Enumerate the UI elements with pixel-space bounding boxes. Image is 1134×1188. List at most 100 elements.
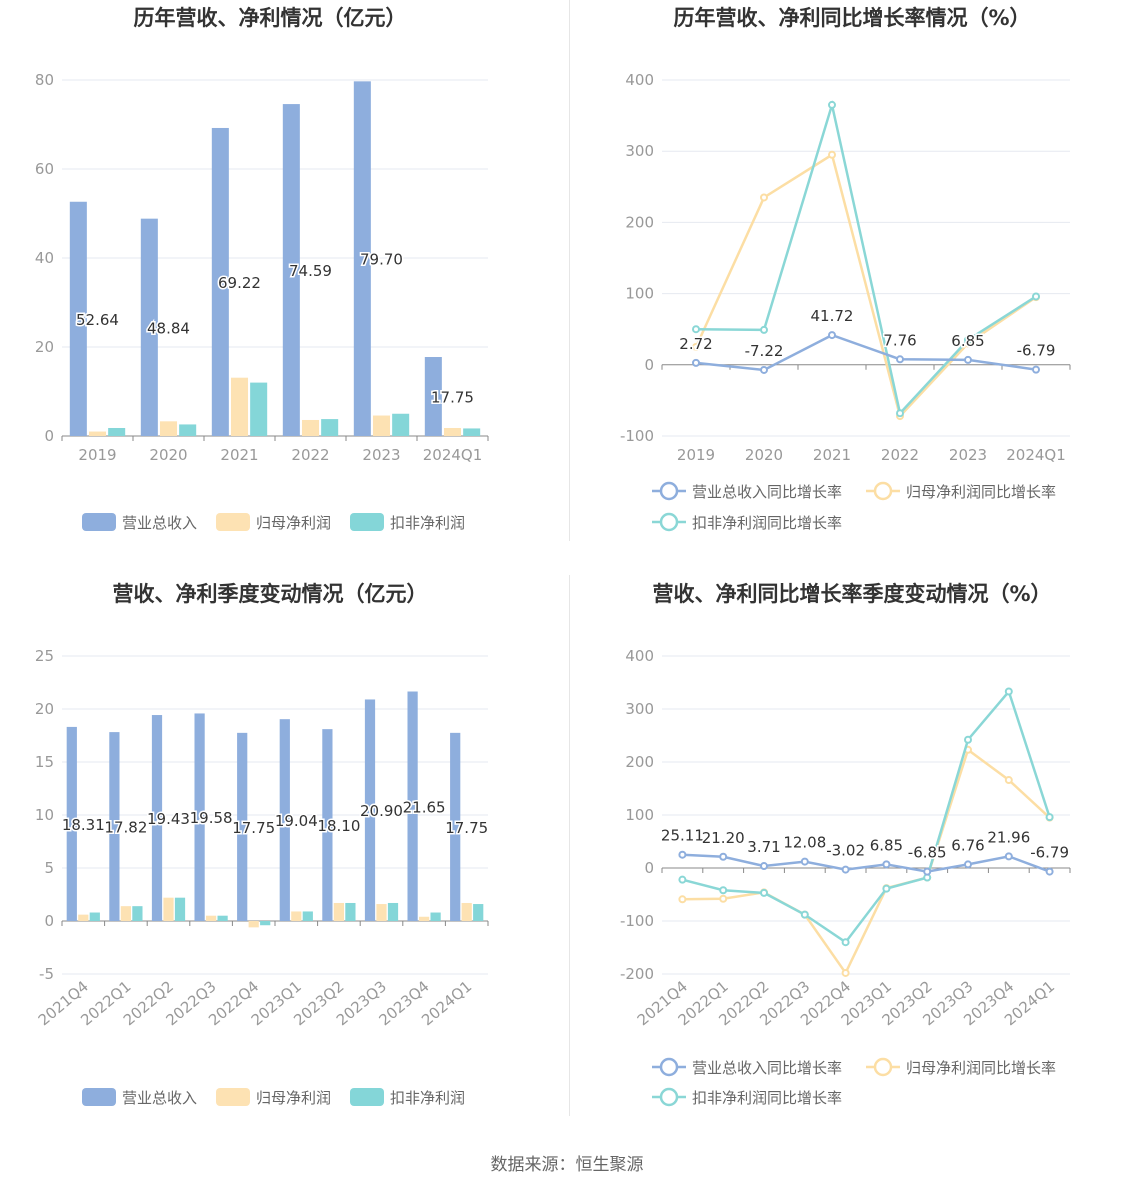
- x-tick-label: 2023: [362, 446, 400, 464]
- x-tick-label: 2019: [677, 446, 715, 464]
- chart-title: 历年营收、净利情况（亿元）: [134, 6, 407, 30]
- deducted-profit-bar: [387, 902, 399, 921]
- net-profit-point: [841, 968, 850, 977]
- revenue-data-label: 19.58: [190, 809, 233, 827]
- revenue-data-label: 19.43: [147, 810, 190, 828]
- revenue-point: [964, 860, 972, 869]
- revenue-data-label: 17.82: [104, 819, 147, 837]
- revenue-bar: [424, 357, 442, 436]
- revenue-growth-data-label: 3.71: [747, 838, 780, 856]
- deducted-profit-point: [1045, 813, 1054, 822]
- deducted-profit-bar: [217, 915, 228, 921]
- x-tick-label: 2020: [745, 446, 783, 464]
- revenue-growth-data-label: 25.11: [661, 827, 704, 845]
- net-profit-bar: [205, 915, 217, 921]
- deducted-profit-bar: [473, 904, 484, 921]
- net-profit-bar: [376, 904, 387, 921]
- revenue-bar: [69, 201, 87, 436]
- net-profit-bar: [230, 377, 249, 436]
- net-profit-bar: [291, 911, 302, 921]
- net-profit-bar: [301, 419, 320, 436]
- revenue-growth-data-label: -6.85: [908, 844, 947, 862]
- revenue-bar: [450, 732, 461, 921]
- revenue-data-label: 48.84: [147, 319, 190, 337]
- deducted-profit-point: [760, 888, 768, 897]
- net-profit-bar: [159, 421, 178, 436]
- revenue-bar: [282, 104, 300, 437]
- deducted-profit-bar: [179, 424, 197, 436]
- revenue-growth-data-label: 7.76: [883, 331, 916, 349]
- legend-swatch-net-profit: [216, 1088, 250, 1106]
- revenue-bar: [194, 713, 205, 921]
- y-tick-label: 60: [35, 160, 54, 178]
- revenue-growth-data-label: 6.76: [951, 836, 984, 854]
- legend-swatch-revenue: [82, 1088, 116, 1106]
- revenue-bar: [109, 732, 120, 921]
- revenue-growth-data-label: 6.85: [951, 332, 984, 350]
- quarterly-growth-rate-chart: 营收、净利同比增长率季度变动情况（%） -200 -100 0 100 200 300 400…: [620, 582, 1071, 1107]
- revenue-data-label: 18.10: [317, 817, 360, 835]
- revenue-point: [923, 867, 932, 876]
- y-tick-label: 80: [35, 71, 54, 89]
- legend-swatch-revenue: [82, 513, 116, 531]
- deducted-profit-point: [1004, 687, 1013, 696]
- revenue-point: [1004, 852, 1013, 861]
- deducted-profit-bar: [345, 902, 356, 921]
- revenue-point: [678, 850, 687, 859]
- deducted-profit-bar: [302, 911, 313, 921]
- revenue-point: [828, 331, 836, 340]
- deducted-profit-point: [882, 884, 891, 893]
- revenue-point: [841, 865, 850, 874]
- y-tick-label: 5: [44, 859, 54, 877]
- x-tick-label: 2022: [881, 446, 919, 464]
- deducted-profit-point: [841, 938, 850, 947]
- legend-marker-net-profit: [873, 481, 893, 501]
- revenue-data-label: 69.22: [218, 274, 261, 292]
- revenue-data-label: 18.31: [62, 816, 105, 834]
- y-tick-label: 40: [35, 249, 54, 267]
- annual-growth-rate-chart: 历年营收、净利同比增长率情况（%） -100 0 100 200 300 400 2019 20…: [620, 6, 1071, 532]
- revenue-point: [760, 365, 768, 374]
- x-tick-label: 2019: [78, 446, 116, 464]
- deducted-profit-point: [964, 335, 972, 344]
- x-tick-label: 2020: [149, 446, 187, 464]
- revenue-growth-data-label: 21.96: [987, 828, 1030, 846]
- net-profit-line: [682, 747, 1051, 976]
- net-profit-point: [719, 894, 728, 903]
- revenue-data-label: 19.04: [275, 812, 318, 830]
- net-profit-line: [694, 152, 1037, 419]
- revenue-point: [882, 860, 891, 869]
- net-profit-bar: [120, 906, 132, 921]
- y-tick-label: 0: [644, 859, 654, 877]
- x-tick-label: 2021: [813, 446, 851, 464]
- x-tick-label: 2022: [291, 446, 329, 464]
- deducted-profit-bar: [174, 897, 186, 921]
- y-tick-label: 25: [35, 647, 54, 665]
- revenue-point: [719, 852, 728, 861]
- revenue-data-label: 17.75: [232, 819, 275, 837]
- deducted-profit-bar: [89, 912, 100, 921]
- revenue-bar: [66, 726, 77, 921]
- deducted-profit-bar: [321, 419, 339, 436]
- y-tick-label: 10: [35, 806, 54, 824]
- revenue-data-label: 20.90: [360, 802, 403, 820]
- y-tick-label: 200: [625, 213, 654, 231]
- y-tick-label: 20: [35, 700, 54, 718]
- revenue-bar: [364, 699, 376, 921]
- deducted-profit-bar: [250, 382, 268, 436]
- x-tick-label: 2023: [949, 446, 987, 464]
- revenue-point: [896, 355, 904, 364]
- y-tick-label: 100: [625, 285, 654, 303]
- net-profit-bar: [418, 916, 430, 921]
- revenue-growth-data-label: -7.22: [745, 342, 784, 360]
- revenue-point: [760, 862, 768, 871]
- y-tick-label: 100: [625, 806, 654, 824]
- deducted-profit-point: [719, 886, 728, 895]
- deducted-profit-point: [828, 100, 836, 109]
- revenue-data-label: 52.64: [76, 311, 119, 329]
- legend-swatch-deducted-profit: [350, 1088, 384, 1106]
- net-profit-bar: [333, 902, 345, 921]
- revenue-data-label: 17.75: [445, 819, 488, 837]
- legend-marker-revenue: [659, 481, 679, 501]
- deducted-profit-bar: [463, 428, 481, 436]
